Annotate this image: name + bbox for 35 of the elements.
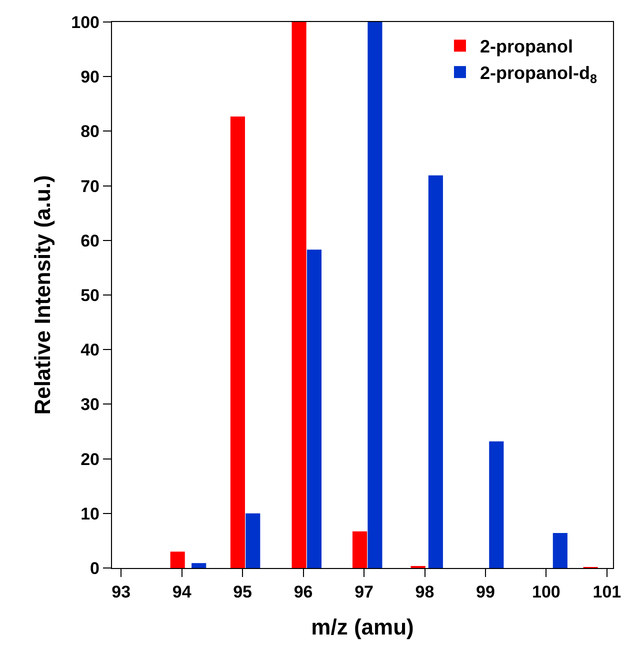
bar [489,441,504,568]
bar [246,513,260,568]
bar [552,533,568,568]
x-tick-label: 94 [172,582,192,602]
bar [230,116,245,568]
legend-label: 2-propanol [480,36,573,57]
x-tick-label: 100 [532,582,560,602]
bar [192,563,206,568]
bar [428,175,443,568]
y-tick-label: 30 [80,395,100,414]
bar [292,22,306,568]
legend-label: 2-propanol-d$_{8}$ [480,63,597,86]
y-tick-label: 10 [80,504,100,524]
bar [306,250,322,568]
x-tick-label: 97 [354,582,374,602]
y-tick-label: 60 [80,231,100,250]
x-tick-label: 101 [592,582,622,602]
bar [352,531,368,568]
y-tick-label: 90 [80,68,100,87]
y-tick-label: 100 [71,12,100,32]
x-tick-label: 99 [476,582,495,602]
x-axis-title: m/z (amu) [311,614,414,640]
y-tick-label: 50 [80,286,100,305]
x-tick-label: 96 [294,582,313,602]
bar [368,22,382,568]
y-tick-label: 70 [80,176,100,196]
bar [170,552,185,568]
y-tick-label: 40 [80,340,100,360]
y-tick-label: 20 [80,450,100,469]
y-tick-label: 80 [80,122,100,142]
y-axis-title: Relative Intensity (a.u.) [30,175,55,415]
x-tick-label: 98 [415,582,434,602]
x-tick-label: 95 [233,582,252,602]
y-tick-label: 0 [90,558,100,578]
x-tick-label: 93 [112,582,131,602]
